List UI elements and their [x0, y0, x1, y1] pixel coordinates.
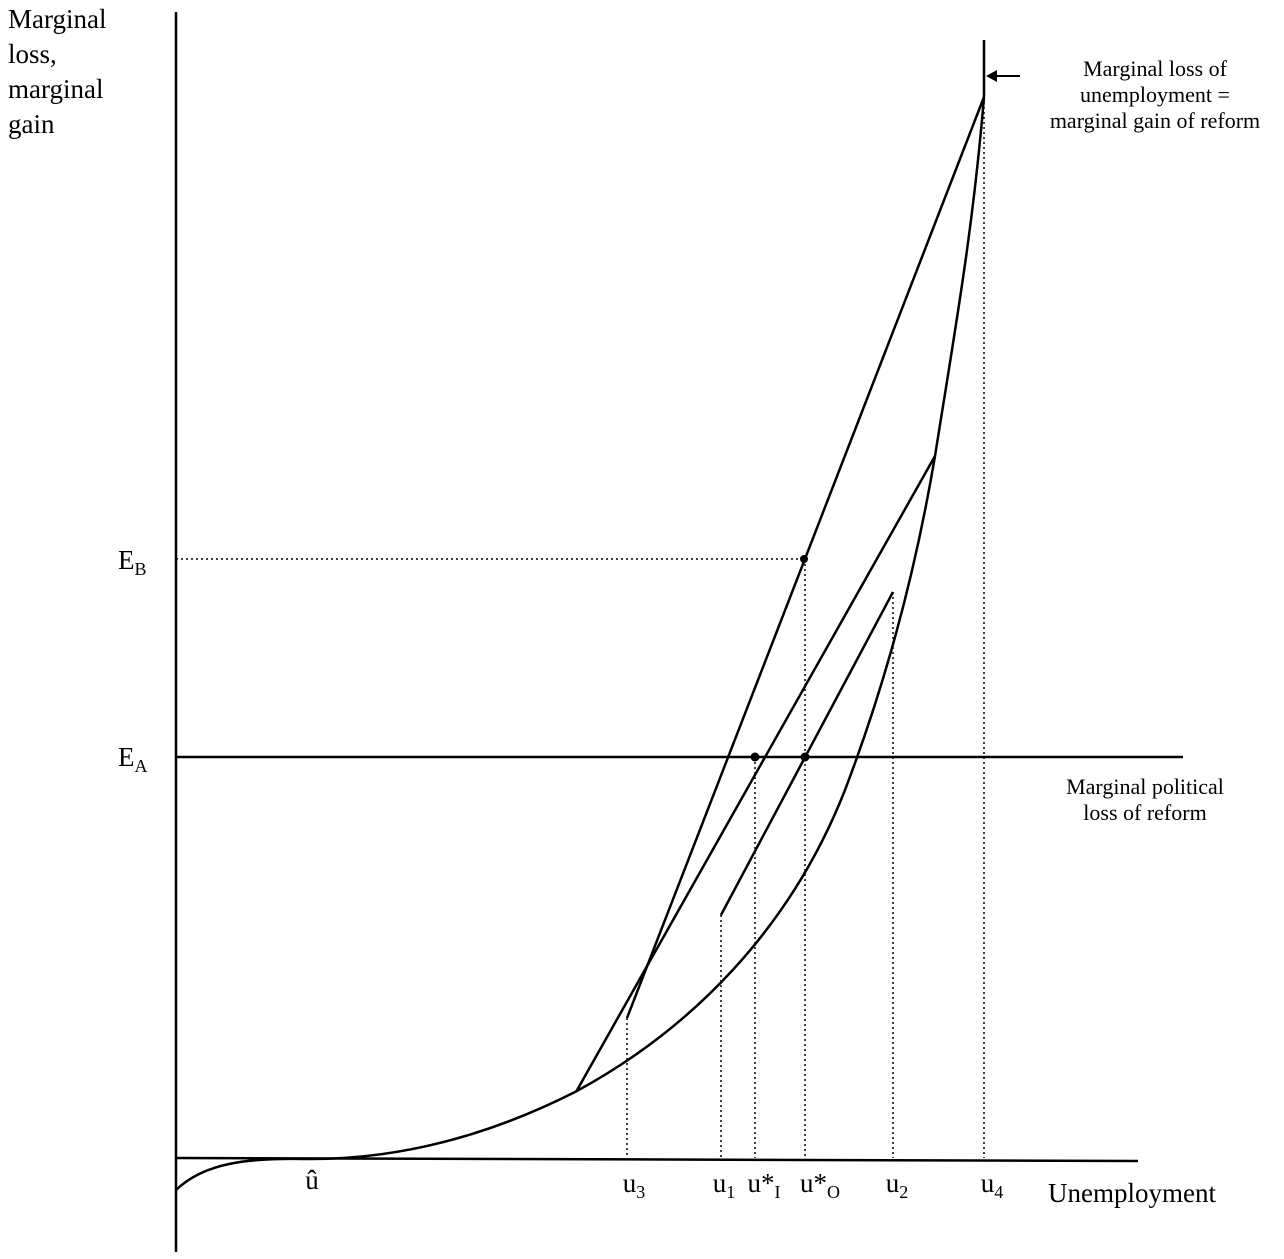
- eb-label: EB: [118, 545, 147, 579]
- marginal-gain-annotation: Marginal loss of unemployment = marginal…: [1049, 56, 1261, 133]
- x-tick-u2: u2: [885, 1168, 909, 1202]
- point-ustar-i: [750, 752, 760, 762]
- x-tick-u1: u1: [712, 1168, 736, 1202]
- point-eb: [800, 555, 808, 563]
- x-tick-ustar-o: u*O: [800, 1168, 840, 1202]
- dotted-verticals: [626, 97, 985, 1158]
- point-ustar-o: [800, 752, 810, 762]
- x-tick-ustar-i: u*I: [747, 1168, 781, 1202]
- annotation-arrow-head: [986, 70, 997, 82]
- marginal-loss-curve: [175, 96, 986, 1191]
- x-tick-u4: u4: [980, 1168, 1004, 1202]
- x-tick-u3: u3: [622, 1168, 646, 1202]
- x-tick-uhat: û: [305, 1165, 319, 1195]
- political-loss-annotation: Marginal political loss of reform: [1066, 774, 1224, 825]
- y-axis-label: Marginal loss, marginal gain: [8, 4, 107, 139]
- x-axis-label: Unemployment: [1048, 1178, 1216, 1208]
- ea-label: EA: [118, 742, 148, 776]
